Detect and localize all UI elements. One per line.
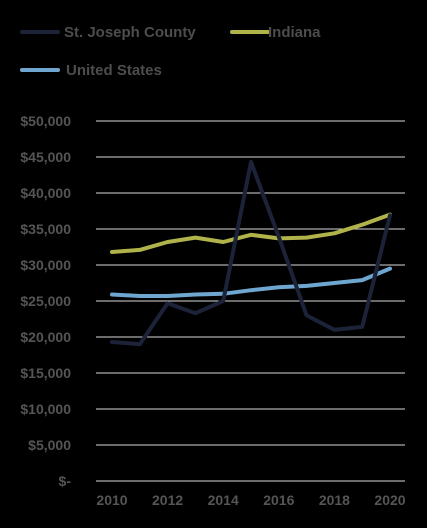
y-tick-label: $25,000 xyxy=(20,293,71,309)
legend-item-st-joseph-county[interactable]: St. Joseph County xyxy=(20,24,196,41)
y-tick-label: $45,000 xyxy=(20,149,71,165)
x-axis-tick-labels: 2010 2012 2014 2016 2018 2020 xyxy=(96,492,405,508)
x-tick-label: 2018 xyxy=(319,492,350,508)
y-tick-label: $10,000 xyxy=(20,401,71,417)
legend-item-indiana[interactable]: Indiana xyxy=(230,24,321,41)
gridlines xyxy=(96,120,405,482)
legend-label-st-joseph-county: St. Joseph County xyxy=(64,24,196,41)
series-line-united-states[interactable] xyxy=(110,266,392,298)
y-tick-label: $15,000 xyxy=(20,365,71,381)
y-tick-label: $35,000 xyxy=(20,221,71,237)
x-tick-label: 2010 xyxy=(96,492,127,508)
legend-item-united-states[interactable]: United States xyxy=(20,62,162,79)
x-tick-label: 2016 xyxy=(263,492,294,508)
legend: St. Joseph County Indiana United States xyxy=(20,24,321,79)
x-tick-label: 2014 xyxy=(208,492,239,508)
x-tick-label: 2012 xyxy=(152,492,183,508)
y-tick-label: $40,000 xyxy=(20,185,71,201)
x-tick-label: 2020 xyxy=(374,492,405,508)
legend-label-united-states: United States xyxy=(66,62,162,79)
y-tick-label: $5,000 xyxy=(28,437,71,453)
y-tick-label: $30,000 xyxy=(20,257,71,273)
y-tick-label: $- xyxy=(59,473,72,489)
y-tick-label: $50,000 xyxy=(20,113,71,129)
series-line-indiana[interactable] xyxy=(110,212,392,254)
y-axis-tick-labels: $- $5,000 $10,000 $15,000 $20,000 $25,000 $30,… xyxy=(20,113,71,489)
y-tick-label: $20,000 xyxy=(20,329,71,345)
legend-label-indiana: Indiana xyxy=(268,24,321,41)
series-lines xyxy=(110,160,392,347)
series-line-st-joseph-county[interactable] xyxy=(110,160,392,347)
